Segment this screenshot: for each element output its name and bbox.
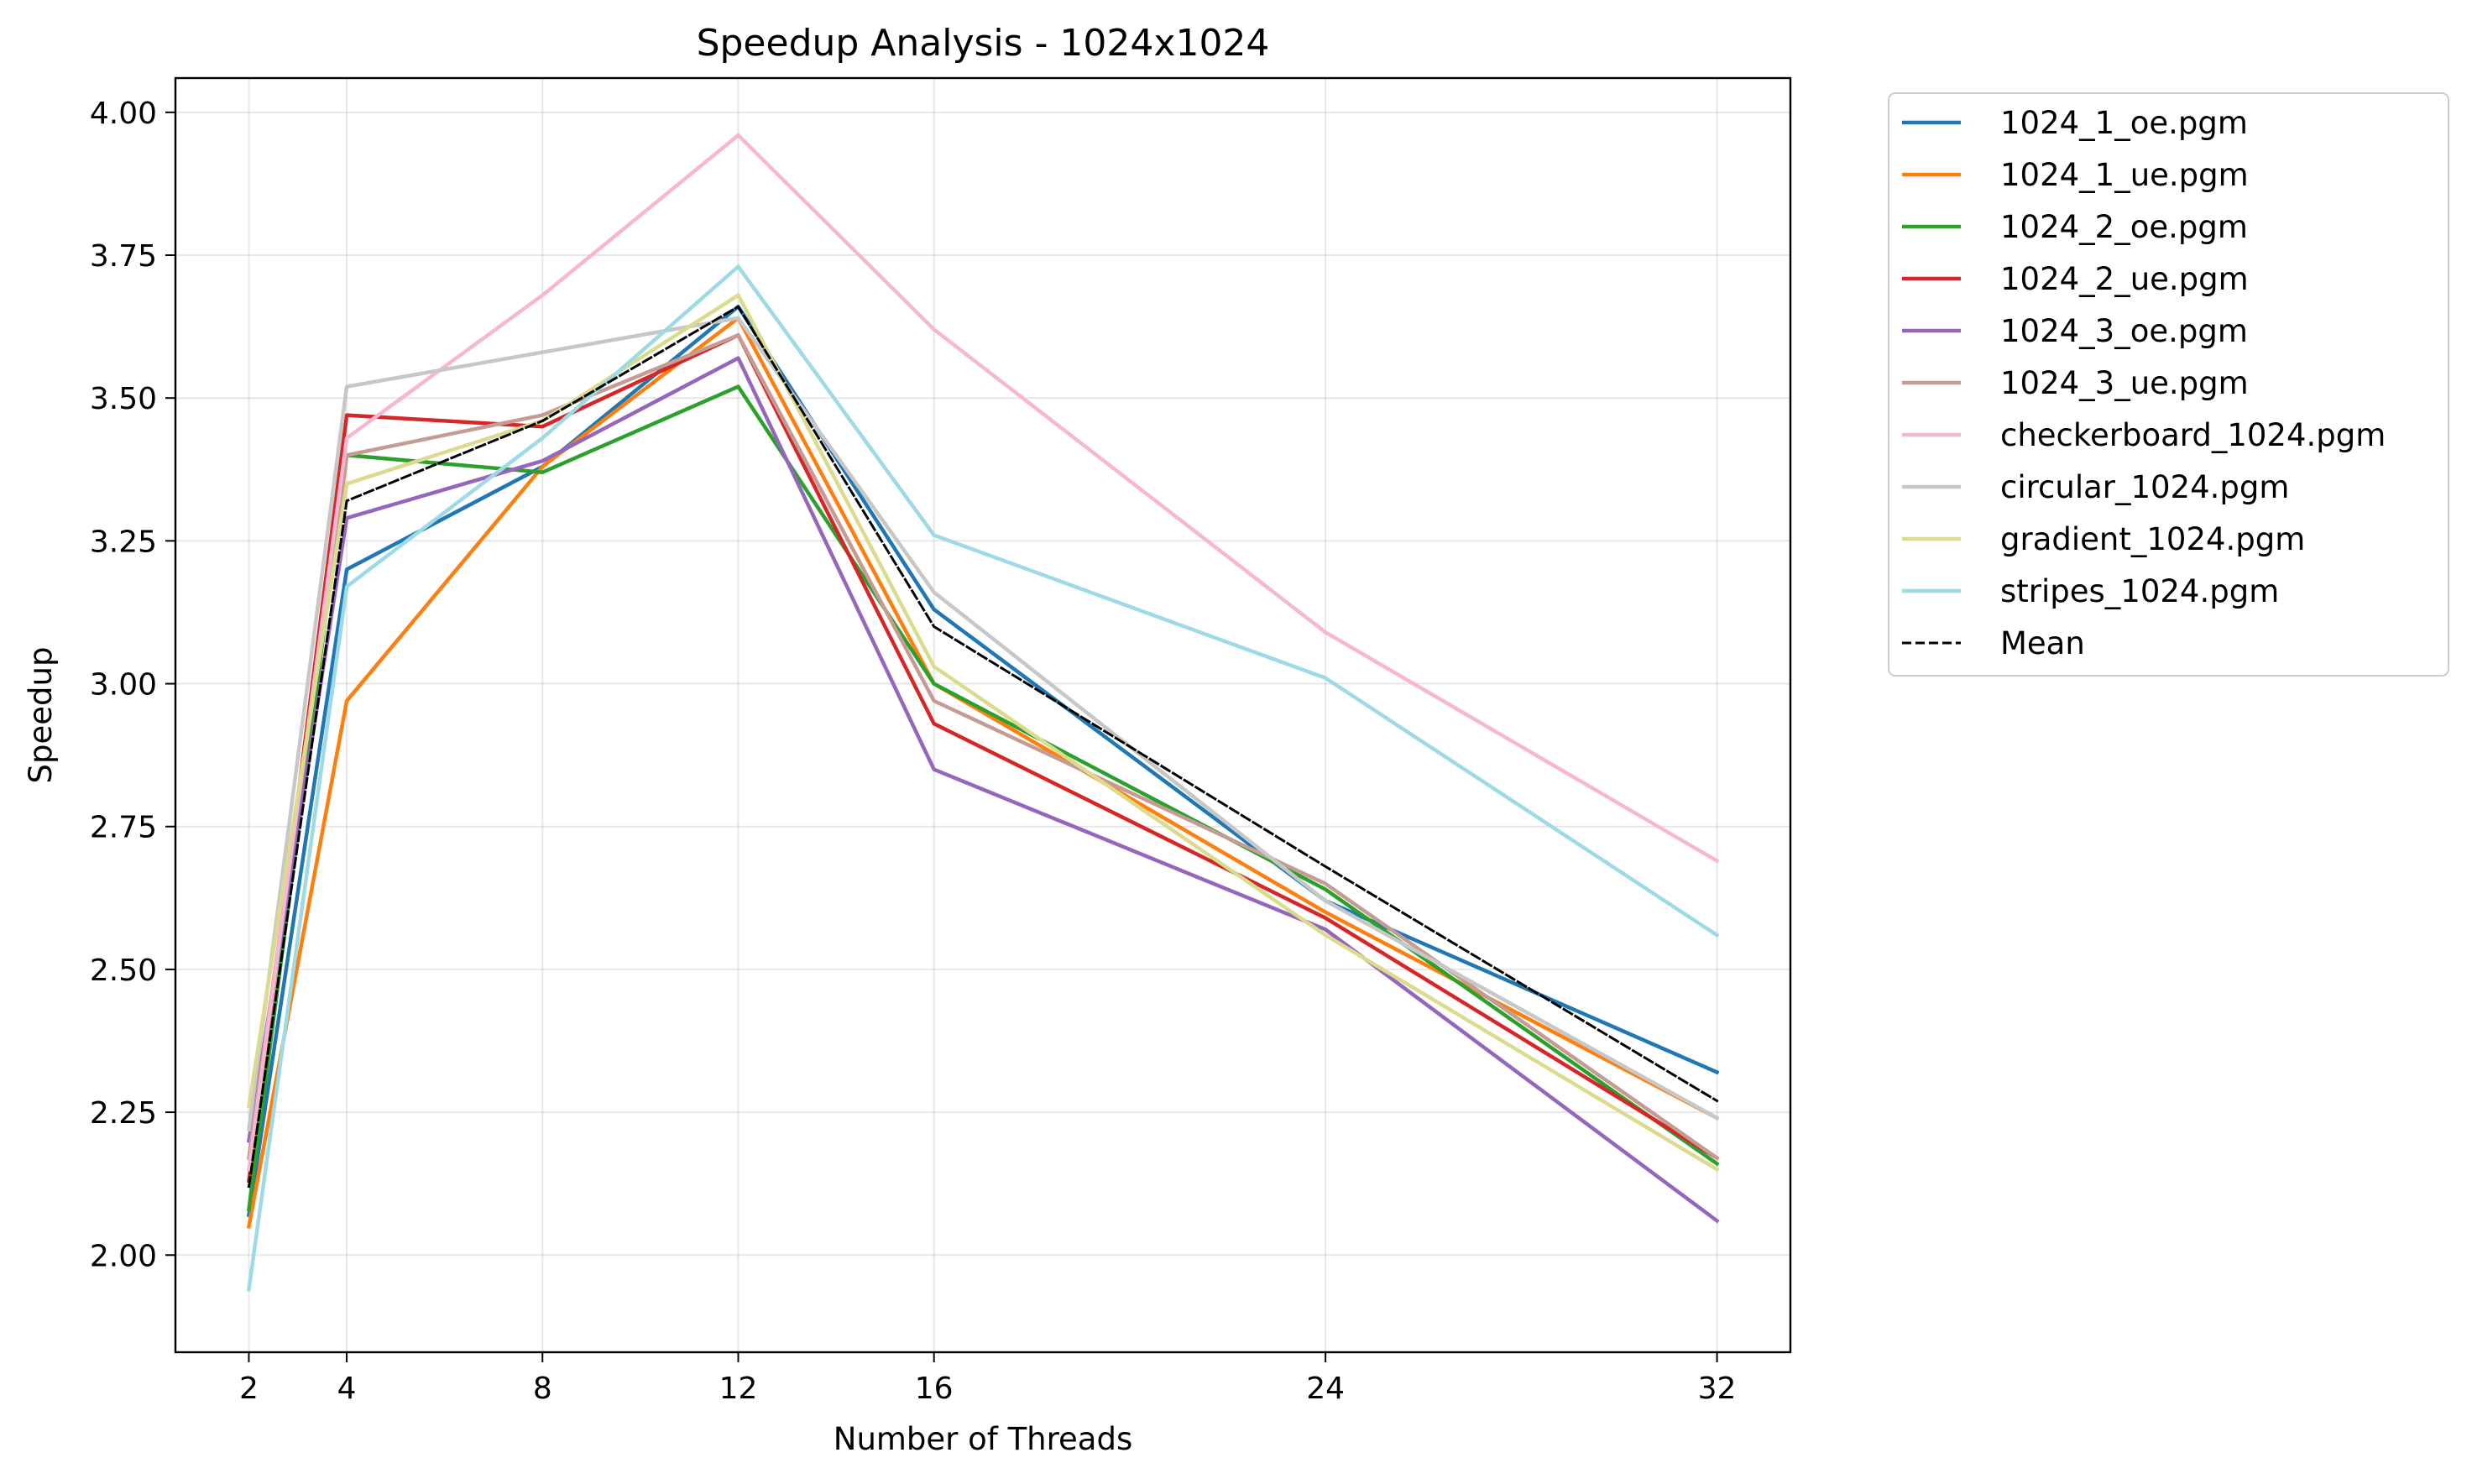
y-tick-label: 2.00	[90, 1239, 157, 1273]
series-line-circular-1024-pgm	[246, 316, 1720, 1132]
x-tick-label: 12	[719, 1372, 758, 1406]
x-axis-ticks: 2 4 8 12 16 24 32	[239, 1352, 1736, 1406]
legend-label: checkerboard_1024.pgm	[2000, 417, 2386, 453]
legend-label: 1024_3_oe.pgm	[2000, 313, 2248, 349]
y-tick-label: 3.50	[90, 382, 157, 416]
grid-lines	[175, 78, 1790, 1352]
series-line-1024-3-oe-pgm	[246, 356, 1720, 1224]
series-line-1024-3-ue-pgm	[246, 333, 1720, 1161]
x-axis-label: Number of Threads	[834, 1421, 1132, 1457]
x-tick-label: 24	[1306, 1372, 1345, 1406]
legend-label: 1024_2_ue.pgm	[2000, 261, 2249, 297]
legend-label: stripes_1024.pgm	[2000, 573, 2279, 609]
y-tick-label: 3.75	[90, 239, 157, 274]
legend-label: 1024_3_ue.pgm	[2000, 365, 2249, 401]
y-axis-ticks: 2.00 2.25 2.50 2.75 3.00 3.25 3.50 3.75 4.00	[90, 97, 175, 1273]
legend-label: 1024_2_oe.pgm	[2000, 209, 2248, 245]
x-tick-label: 16	[915, 1372, 954, 1406]
chart-title: Speedup Analysis - 1024x1024	[697, 22, 1270, 65]
series-line-stripes-1024-pgm	[246, 264, 1720, 1292]
legend: 1024_1_oe.pgm 1024_1_ue.pgm 1024_2_oe.pgm 1…	[1888, 92, 2449, 677]
plot-area-frame	[174, 76, 1792, 1354]
x-tick-label: 4	[337, 1372, 357, 1406]
legend-label: gradient_1024.pgm	[2000, 521, 2305, 557]
y-tick-label: 3.00	[90, 668, 157, 703]
legend-label: Mean	[2000, 625, 2085, 661]
series-line-mean	[247, 305, 1719, 1189]
x-tick-label: 32	[1698, 1372, 1737, 1406]
series-lines	[246, 133, 1720, 1292]
x-tick-label: 8	[533, 1372, 552, 1406]
legend-frame	[1888, 92, 2449, 677]
series-line-gradient-1024-pgm	[246, 293, 1720, 1173]
legend-label: circular_1024.pgm	[2000, 469, 2289, 505]
y-tick-label: 2.50	[90, 954, 157, 988]
legend-label: 1024_1_ue.pgm	[2000, 157, 2249, 193]
y-tick-label: 2.25	[90, 1096, 157, 1131]
y-tick-label: 2.75	[90, 811, 157, 845]
legend-label: 1024_1_oe.pgm	[2000, 105, 2248, 141]
y-axis-label: Speedup	[23, 647, 59, 784]
series-line-checkerboard-1024-pgm	[246, 133, 1720, 1172]
x-tick-label: 2	[239, 1372, 259, 1406]
y-tick-label: 3.25	[90, 525, 157, 559]
y-tick-label: 4.00	[90, 97, 157, 131]
